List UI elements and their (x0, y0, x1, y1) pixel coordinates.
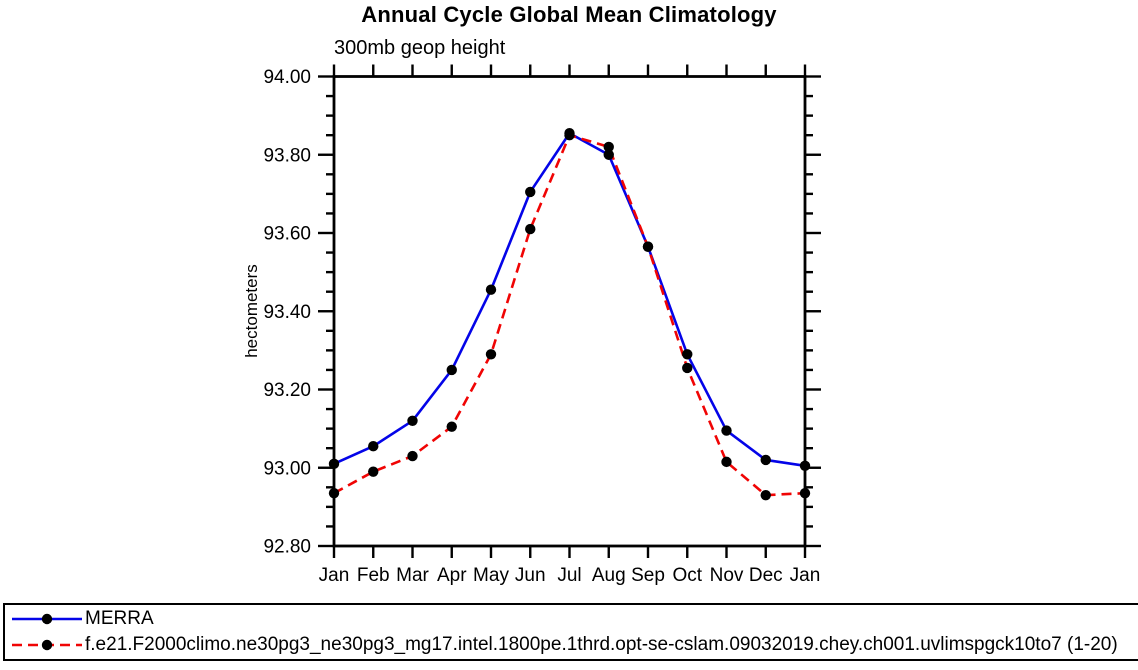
x-tick-label: Jan (790, 565, 821, 586)
data-point-series-0 (368, 441, 379, 452)
data-point-series-0 (525, 186, 536, 198)
legend-item-merra: MERRA (10, 606, 1138, 632)
x-tick-label: Sep (631, 565, 665, 586)
legend-line-sample-dashed (12, 640, 82, 651)
data-point-series-1 (564, 129, 575, 141)
y-tick-label: 94.00 (263, 67, 311, 88)
x-tick-label: Jan (319, 565, 350, 586)
legend-sample-marker (41, 640, 53, 651)
legend-label-merra: MERRA (85, 607, 154, 629)
data-point-series-0 (328, 458, 340, 470)
x-tick-label: May (473, 565, 509, 586)
data-point-series-0 (760, 454, 771, 466)
data-point-series-0 (485, 284, 497, 295)
chart-subtitle: 300mb geop height (334, 37, 506, 59)
legend-item-model-run: f.e21.F2000climo.ne30pg3_ne30pg3_mg17.in… (10, 632, 1138, 658)
x-tick-label: Nov (710, 565, 744, 586)
chart-title: Annual Cycle Global Mean Climatology (361, 2, 777, 27)
data-point-series-1 (760, 489, 771, 501)
data-point-series-1 (407, 450, 418, 462)
legend-label-model-run: f.e21.F2000climo.ne30pg3_ne30pg3_mg17.in… (85, 634, 1118, 656)
data-point-series-0 (682, 349, 693, 360)
data-point-series-0 (446, 364, 457, 376)
y-tick-label: 92.80 (263, 537, 311, 558)
plot-area: Jan Feb Mar Apr May Jun Jul Aug Sep Oct Nov Dec Jan 9… (263, 64, 821, 586)
axis-box (332, 75, 807, 548)
data-point-series-0 (603, 149, 614, 160)
series-line-0 (333, 131, 806, 468)
x-tick-label: Mar (396, 565, 429, 586)
legend-line-sample-solid (12, 613, 82, 624)
data-point-series-1 (721, 456, 732, 468)
data-point-series-1 (525, 223, 536, 235)
x-tick-label: Apr (437, 565, 467, 586)
data-point-series-0 (407, 415, 418, 426)
data-point-series-1 (642, 241, 654, 252)
y-tick-label: 93.40 (263, 302, 311, 323)
y-tick-label: 93.80 (263, 145, 311, 166)
legend-sample-marker (41, 613, 53, 624)
data-point-series-1 (485, 349, 497, 360)
data-point-series-1 (446, 421, 457, 432)
data-point-series-0 (721, 425, 732, 436)
x-tick-label: Dec (749, 565, 783, 586)
x-tick-label: Feb (357, 565, 390, 586)
x-tick-label: Jul (557, 565, 581, 586)
data-point-series-0 (799, 460, 811, 471)
x-tick-label: Oct (672, 565, 702, 586)
x-tick-label: Aug (592, 565, 626, 586)
legend-box: MERRA f.e21.F2000climo.ne30pg3_ne30pg3_m… (3, 603, 1138, 661)
data-point-series-1 (603, 141, 614, 153)
data-point-series-1 (682, 362, 693, 374)
data-point-series-1 (799, 487, 811, 499)
y-tick-label: 93.60 (263, 224, 311, 245)
y-tick-label: 93.20 (263, 380, 311, 401)
data-point-series-1 (328, 487, 340, 499)
x-tick-label: Jun (515, 565, 546, 586)
data-point-series-1 (368, 466, 379, 477)
y-tick-label: 93.00 (263, 458, 311, 479)
series-line-1 (333, 133, 806, 497)
